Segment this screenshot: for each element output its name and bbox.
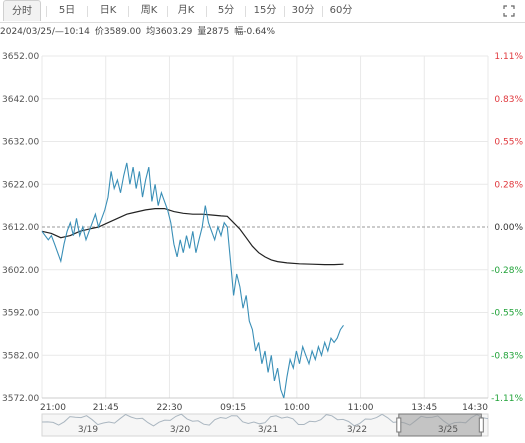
navigator-date-label: 3/21 bbox=[258, 425, 278, 435]
time-tick-label: 14:30 bbox=[462, 403, 488, 413]
percent-tick-label: 0.83% bbox=[494, 95, 523, 105]
price-axis: 3652.00 3642.00 3632.00 3622.00 3612.00 3602.… bbox=[2, 52, 39, 404]
info-avg-label: 均 bbox=[146, 27, 156, 37]
percent-tick-label: 0.28% bbox=[494, 180, 523, 190]
price-tick-label: 3622.00 bbox=[2, 180, 39, 190]
navigator-handle-left[interactable] bbox=[396, 417, 402, 433]
tab-divider bbox=[284, 6, 285, 17]
price-tick-label: 3652.00 bbox=[2, 52, 39, 62]
info-datetime: 2024/03/25/—10:14 bbox=[0, 27, 90, 37]
time-tick-label: 21:45 bbox=[93, 403, 119, 413]
tab-divider bbox=[322, 6, 323, 17]
chart-grid bbox=[41, 55, 489, 399]
percent-tick-label: 0.00% bbox=[494, 223, 523, 233]
info-vol-label: 量 bbox=[197, 27, 207, 37]
time-tick-label: 11:00 bbox=[348, 403, 374, 413]
navigator-date-label: 3/19 bbox=[78, 425, 98, 435]
period-tab-bar: 分时 5日 日K 周K 月K 5分 15分 30分 60分 bbox=[0, 0, 525, 23]
percent-tick-label: -0.55% bbox=[491, 309, 523, 319]
percent-tick-label: 0.55% bbox=[494, 138, 523, 148]
price-tick-label: 3632.00 bbox=[2, 138, 39, 148]
time-axis: 21:00 21:45 22:30 09:15 10:00 11:00 13:45 14:30 bbox=[40, 403, 488, 413]
tab-daily-k[interactable]: 日K bbox=[99, 5, 117, 16]
tab-monthly-k[interactable]: 月K bbox=[177, 5, 195, 16]
range-navigator[interactable]: 3/19 3/20 3/21 3/22 3/25 bbox=[41, 413, 489, 437]
percent-axis: 1.11% 0.83% 0.55% 0.28% 0.00% -0.28% -0.55% -0.… bbox=[491, 52, 523, 404]
intraday-chart[interactable]: 3652.00 3642.00 3632.00 3622.00 3612.00 3602.… bbox=[0, 40, 525, 443]
tab-divider bbox=[128, 6, 129, 17]
info-change: -0.64% bbox=[243, 27, 276, 37]
percent-tick-label: -0.83% bbox=[491, 351, 523, 361]
navigator-track bbox=[41, 413, 489, 437]
tab-5min[interactable]: 5分 bbox=[217, 5, 235, 16]
tab-divider bbox=[46, 6, 47, 17]
tab-divider bbox=[167, 6, 168, 17]
tab-divider bbox=[87, 6, 88, 17]
info-change-label: 幅 bbox=[234, 27, 244, 37]
expand-icon[interactable] bbox=[503, 5, 515, 17]
price-tick-label: 3572.00 bbox=[2, 394, 39, 404]
time-tick-label: 22:30 bbox=[156, 403, 182, 413]
tab-intraday[interactable]: 分时 bbox=[3, 0, 41, 21]
price-tick-label: 3592.00 bbox=[2, 309, 39, 319]
tab-5day[interactable]: 5日 bbox=[58, 5, 76, 16]
navigator-date-label: 3/22 bbox=[347, 425, 367, 435]
quote-info-bar: 2024/03/25/—10:14 价3589.00 均3603.29 量2875 幅-… bbox=[0, 24, 275, 40]
info-vol: 2875 bbox=[206, 27, 230, 37]
percent-tick-label: 1.11% bbox=[494, 52, 523, 62]
info-price: 3589.00 bbox=[103, 27, 142, 37]
chart-series bbox=[41, 162, 344, 399]
price-line bbox=[41, 162, 344, 399]
percent-tick-label: -1.11% bbox=[491, 394, 523, 404]
navigator-date-label: 3/20 bbox=[170, 425, 190, 435]
time-tick-label: 09:15 bbox=[220, 403, 246, 413]
navigator-handle-right[interactable] bbox=[478, 417, 484, 433]
info-price-label: 价 bbox=[94, 27, 104, 37]
price-tick-label: 3582.00 bbox=[2, 351, 39, 361]
info-avg: 3603.29 bbox=[155, 27, 193, 37]
time-tick-label: 21:00 bbox=[40, 403, 66, 413]
average-price-line bbox=[41, 208, 344, 266]
price-tick-label: 3642.00 bbox=[2, 95, 39, 105]
tab-divider bbox=[245, 6, 246, 17]
percent-tick-label: -0.28% bbox=[491, 266, 523, 276]
time-tick-label: 13:45 bbox=[411, 403, 437, 413]
tab-divider bbox=[206, 6, 207, 17]
time-tick-label: 10:00 bbox=[284, 403, 310, 413]
tab-15min[interactable]: 15分 bbox=[253, 5, 277, 16]
price-tick-label: 3612.00 bbox=[2, 223, 39, 233]
navigator-date-label: 3/25 bbox=[438, 425, 458, 435]
tab-60min[interactable]: 60分 bbox=[329, 5, 353, 16]
price-tick-label: 3602.00 bbox=[2, 266, 39, 276]
tab-30min[interactable]: 30分 bbox=[291, 5, 315, 16]
tab-weekly-k[interactable]: 周K bbox=[140, 5, 158, 16]
